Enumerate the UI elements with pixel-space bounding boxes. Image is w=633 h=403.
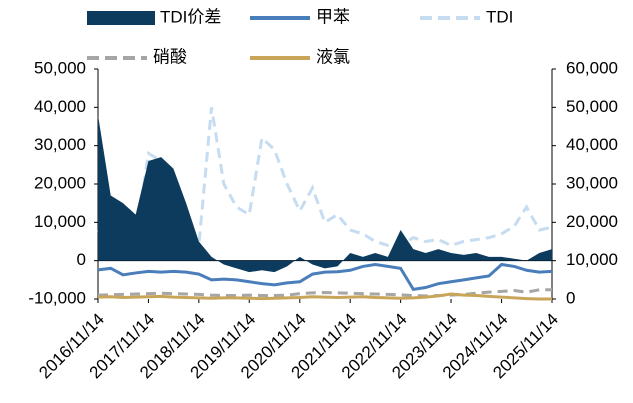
y-tick-label: 0 — [77, 250, 86, 269]
legend-label: TDI — [486, 7, 513, 26]
legend-label: TDI价差 — [160, 7, 221, 26]
y-tick-label: 50,000 — [34, 58, 86, 77]
y-tick-label: 10,000 — [34, 212, 86, 231]
y2-tick-label: 40,000 — [566, 135, 618, 154]
legend-swatch — [87, 11, 155, 25]
y2-tick-label: 60,000 — [566, 58, 618, 77]
legend-label: 甲苯 — [316, 7, 350, 26]
y-tick-label: 20,000 — [34, 173, 86, 192]
series-line — [97, 288, 552, 298]
legend-label: 液氯 — [316, 47, 350, 66]
series-line — [97, 262, 553, 292]
y-tick-label: 30,000 — [34, 135, 86, 154]
y2-tick-label: 50,000 — [566, 97, 618, 116]
y2-tick-label: 0 — [566, 288, 575, 307]
y2-tick-label: 20,000 — [566, 212, 618, 231]
y2-tick-label: 30,000 — [566, 173, 618, 192]
legend-label: 硝酸 — [153, 47, 187, 66]
y-tick-label: -10,000 — [28, 288, 86, 307]
y-tick-label: 40,000 — [34, 97, 86, 116]
y2-tick-label: 10,000 — [566, 250, 618, 269]
series-line — [97, 292, 552, 301]
spread-area — [98, 115, 552, 273]
